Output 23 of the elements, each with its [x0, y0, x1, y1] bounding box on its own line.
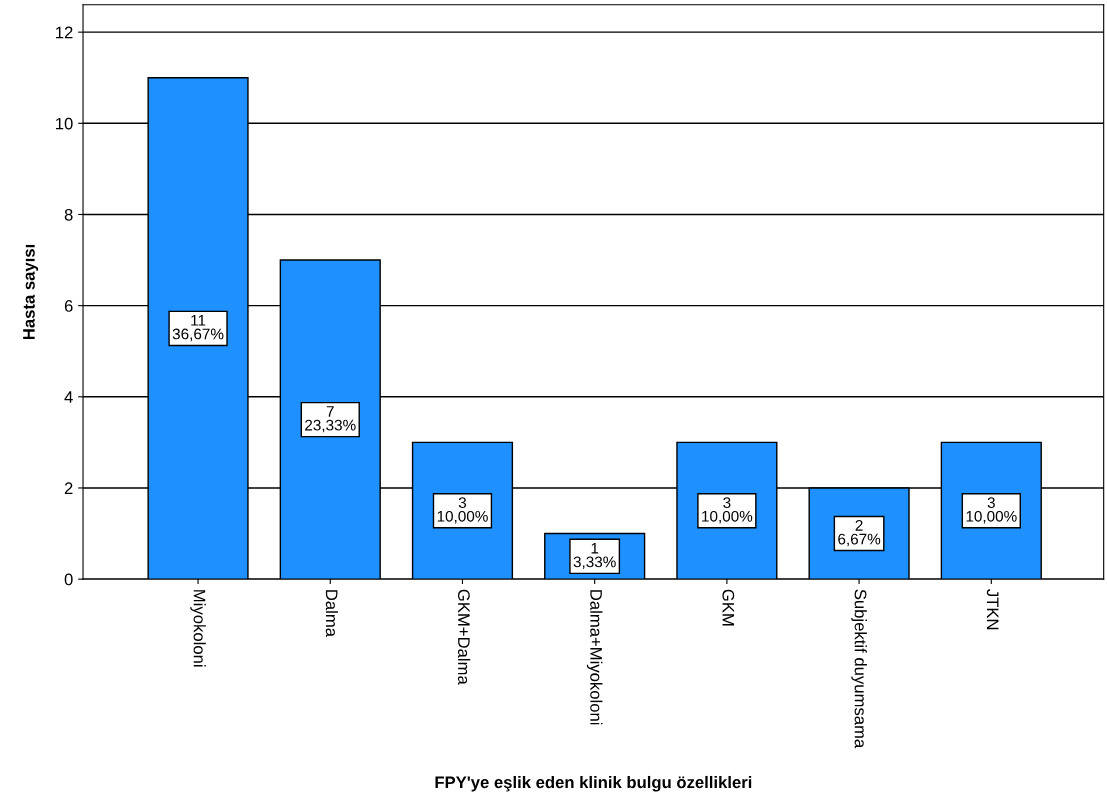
data-label: 3 10,00%: [966, 497, 1017, 524]
y-tick-label: 4: [64, 391, 73, 403]
data-label: 3 10,00%: [702, 497, 753, 524]
x-tick-label: GKM+Dalma: [457, 589, 471, 685]
y-tick-label: 8: [64, 208, 73, 221]
x-tick-label: Dalma+Miyokoloni: [586, 590, 603, 725]
data-label: 3 10,00%: [437, 497, 488, 524]
x-axis-title: FPY'ye eşlik eden klinik bulgu özellikleri: [435, 775, 752, 792]
data-label: 11 36,67%: [172, 315, 224, 342]
x-tick-label: Subjektif duyumsama: [851, 589, 867, 749]
x-tick-label: JTKN: [986, 589, 999, 630]
x-tick-label: GKM: [722, 589, 735, 626]
x-tick-label: Miyokoloni: [190, 590, 206, 667]
y-tick-label: 10: [56, 117, 73, 130]
data-label: 7 23,33%: [305, 406, 356, 433]
y-tick-label: 12: [56, 26, 73, 39]
x-tick-label: Dalma: [325, 590, 339, 638]
y-tick-label: 0: [64, 573, 73, 586]
data-label: 1 3,33%: [573, 542, 616, 570]
y-tick-label: 2: [64, 482, 73, 494]
y-axis-title: Hasta sayısı: [23, 244, 39, 340]
y-tick-label: 6: [64, 300, 73, 312]
data-label: 2 6,67%: [838, 519, 881, 547]
